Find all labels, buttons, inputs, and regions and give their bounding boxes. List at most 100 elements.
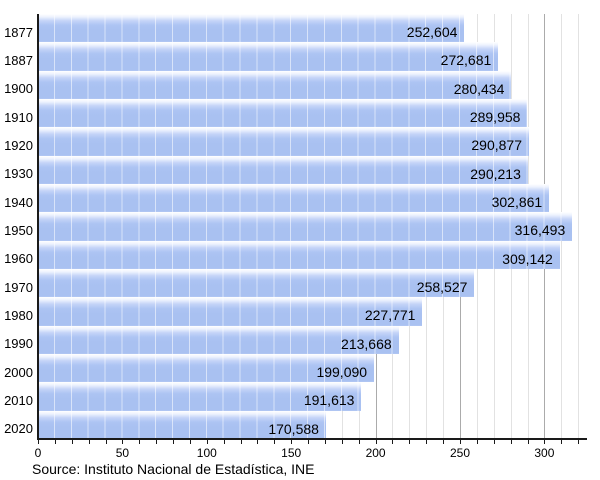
population-bar: 290,877 [38,127,529,156]
bar-value-label: 302,861 [491,194,543,211]
population-bar: 170,588 [38,410,326,439]
x-axis-tick-label: 150 [281,446,302,460]
population-bar: 213,668 [38,325,399,354]
population-bar: 258,527 [38,269,475,298]
population-bar: 252,604 [38,14,465,43]
x-axis-tick [341,440,343,444]
bar-row: 227,771 [38,297,597,326]
bar-row: 170,588 [38,410,597,439]
bar-row: 302,861 [38,184,597,213]
bar-value-label: 289,958 [469,109,521,126]
x-axis-tick-label: 250 [449,446,471,460]
bar-value-label: 227,771 [364,307,416,324]
x-axis-tick-label: 0 [34,446,42,460]
year-label: 1950 [4,222,33,238]
x-axis-tick [139,440,141,444]
bar-value-label: 258,527 [416,279,468,296]
bar-row: 191,613 [38,382,597,411]
x-axis-tick-label: 300 [534,446,555,460]
x-axis-tick [476,440,478,444]
x-axis-tick [38,440,39,444]
bar-value-label: 170,588 [268,420,319,437]
bar-value-label: 290,213 [470,165,521,182]
year-label: 1940 [4,194,33,210]
x-axis-tick [358,440,360,444]
x-axis-tick [443,440,445,444]
y-axis-line [37,14,39,440]
x-axis-tick [544,440,546,444]
population-bar: 290,213 [38,155,528,184]
population-bar: 191,613 [38,382,362,411]
x-axis-tick [460,440,461,444]
gridline-minor [578,14,580,439]
x-axis-tick [409,440,411,444]
x-axis-line [37,438,588,440]
bar-value-label: 309,142 [502,250,553,267]
year-label: 2010 [4,392,33,408]
x-axis-tick-label: 100 [196,446,217,460]
year-label: 1930 [4,166,33,182]
x-axis-tick [392,440,394,444]
bar-value-label: 213,668 [341,335,392,352]
population-bar: 302,861 [38,184,550,213]
year-label: 1900 [4,81,33,97]
bar-row: 252,604 [38,14,597,43]
bar-row: 213,668 [38,325,597,354]
bar-row: 289,958 [38,99,597,128]
year-label: 1960 [4,251,33,267]
population-bar: 309,142 [38,240,560,269]
x-axis-tick [156,440,158,444]
year-label: 2020 [4,421,33,437]
year-label: 1877 [4,24,33,40]
x-axis-tick [274,440,276,444]
year-label: 1910 [4,109,33,125]
bar-row: 290,877 [38,127,597,156]
x-axis-tick [510,440,512,444]
plot-area: 252,604 272,681 280,434 289,958 290,877 290,2… [38,14,597,439]
x-axis-tick [122,440,124,444]
x-axis-tick [173,440,175,444]
x-axis-tick-label: 50 [115,446,130,460]
x-axis-tick [426,440,428,444]
bar-value-label: 272,681 [440,52,492,69]
year-label: 1970 [4,279,33,295]
x-axis-tick [189,440,191,444]
x-axis-tick [71,440,73,444]
x-axis-tick [54,440,56,444]
population-bar: 289,958 [38,99,528,128]
year-label: 1990 [4,336,33,352]
bar-value-label: 290,877 [471,137,522,154]
year-label: 2000 [4,364,33,380]
x-axis-tick [88,440,90,444]
bar-value-label: 316,493 [514,222,566,239]
population-bar: 227,771 [38,297,423,326]
bar-value-label: 252,604 [406,24,458,41]
x-axis-tick [105,440,107,444]
bar-row: 272,681 [38,42,597,71]
x-axis-tick [257,440,259,444]
x-axis-tick [291,440,293,444]
x-axis-tick [578,440,580,444]
bar-row: 309,142 [38,240,597,269]
bar-row: 258,527 [38,269,597,298]
bar-row: 316,493 [38,212,597,241]
population-bar: 316,493 [38,212,573,241]
x-axis-tick [493,440,495,444]
x-axis-tick-label: 200 [365,446,386,460]
x-axis-tick [561,440,563,444]
x-axis-tick [375,440,377,444]
bar-value-label: 280,434 [453,80,505,97]
bar-value-label: 191,613 [303,392,355,409]
year-label: 1920 [4,137,33,153]
x-axis-tick [308,440,310,444]
bar-value-label: 199,090 [316,364,368,381]
x-axis-tick [324,440,326,444]
source-note: Source: Instituto Nacional de Estadístic… [32,461,315,477]
population-bar: 280,434 [38,70,512,99]
population-bar: 272,681 [38,42,499,71]
x-axis-tick [223,440,225,444]
year-label: 1887 [4,52,33,68]
y-axis-labels: 1877 1887 1900 1910 1920 1930 1940 1950 1960 1970… [0,14,33,439]
bar-row: 290,213 [38,155,597,184]
